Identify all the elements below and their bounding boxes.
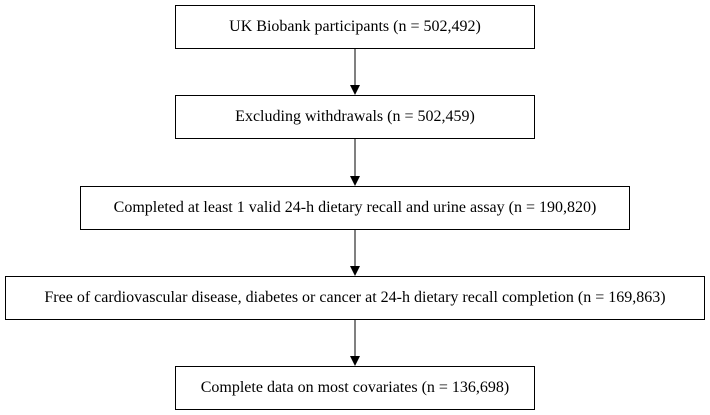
step-label-dietary-recall: Completed at least 1 valid 24-h dietary … xyxy=(113,199,597,216)
step-label-disease-free: Free of cardiovascular disease, diabetes… xyxy=(44,289,666,306)
step-box-withdrawals: Excluding withdrawals (n = 502,459) xyxy=(175,95,535,139)
step-box-complete-covariates: Complete data on most covariates (n = 13… xyxy=(175,366,535,410)
step-box-dietary-recall: Completed at least 1 valid 24-h dietary … xyxy=(80,186,630,230)
step-box-participants: UK Biobank participants (n = 502,492) xyxy=(175,5,535,49)
step-label-withdrawals: Excluding withdrawals (n = 502,459) xyxy=(235,108,475,125)
step-box-disease-free: Free of cardiovascular disease, diabetes… xyxy=(5,276,705,320)
step-label-complete-covariates: Complete data on most covariates (n = 13… xyxy=(200,379,510,396)
step-label-participants: UK Biobank participants (n = 502,492) xyxy=(229,18,481,35)
